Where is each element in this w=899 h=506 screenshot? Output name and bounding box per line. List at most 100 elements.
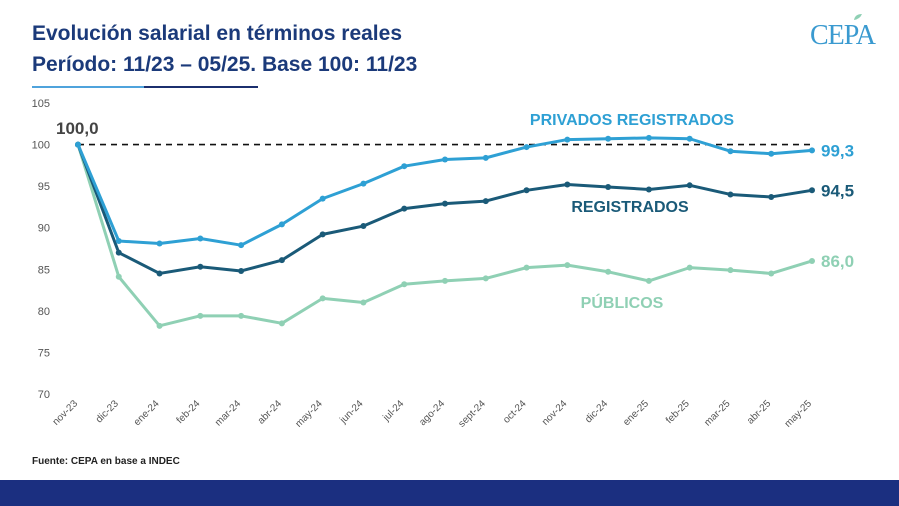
series-group	[75, 134, 815, 329]
x-tick-label: dic-23	[94, 398, 121, 425]
data-point	[442, 200, 448, 207]
chart-subtitle: Período: 11/23 – 05/25. Base 100: 11/23	[32, 53, 418, 76]
data-point	[564, 181, 571, 188]
y-tick-label: 100	[32, 140, 50, 152]
x-tick-label: abr-25	[745, 398, 774, 427]
data-point	[482, 275, 489, 282]
data-point	[645, 186, 652, 193]
data-point	[482, 154, 489, 161]
data-point	[686, 264, 693, 271]
data-point	[809, 187, 815, 194]
data-point	[645, 277, 652, 284]
footer-bar	[0, 480, 899, 506]
data-point	[156, 240, 163, 247]
x-axis: nov-23 dic-23 ene-24 feb-24 mar-24 abr-24 may-…	[51, 398, 815, 430]
data-point	[727, 267, 734, 274]
x-tick-label: ago-24	[417, 398, 447, 428]
data-point	[156, 270, 163, 277]
data-point	[360, 180, 367, 187]
data-point	[319, 295, 326, 302]
x-tick-label: feb-24	[175, 398, 203, 426]
source-note: Fuente: CEPA en base a INDEC	[32, 456, 180, 467]
data-point	[278, 257, 285, 264]
end-value-label: 99,3	[821, 141, 854, 160]
data-point	[482, 198, 489, 205]
end-value-label: 94,5	[821, 181, 854, 200]
data-point	[319, 231, 326, 238]
data-point	[401, 281, 408, 288]
data-point	[564, 136, 571, 143]
series-line	[76, 136, 814, 247]
y-tick-label: 75	[38, 347, 50, 359]
series-line	[76, 143, 814, 275]
data-point	[605, 268, 612, 275]
data-point	[156, 322, 163, 329]
data-point	[768, 150, 775, 157]
series-name-label: PRIVADOS REGISTRADOS	[530, 112, 735, 129]
y-tick-label: 90	[38, 223, 50, 235]
data-point	[605, 183, 612, 190]
title-underline-light	[32, 86, 144, 88]
x-tick-label: may-24	[293, 398, 325, 430]
base-value-label: 100,0	[56, 119, 99, 138]
data-point	[319, 195, 326, 202]
line-chart: 70 75 80 85 90 95 100 105 nov-23 dic-23 ene-24 feb…	[32, 98, 854, 430]
logo-leaf-icon	[854, 14, 862, 20]
annotation-group: 100,0 PRIVADOS REGISTRADOS 99,3 REGISTRADOS…	[56, 112, 854, 312]
data-point	[605, 135, 612, 142]
data-point	[360, 299, 367, 306]
x-tick-label: feb-25	[664, 398, 692, 426]
series-name-label: PÚBLICOS	[581, 293, 664, 312]
x-tick-label: oct-24	[501, 398, 529, 426]
x-tick-label: nov-23	[51, 398, 81, 428]
data-point	[564, 262, 571, 269]
data-point	[278, 320, 285, 327]
data-point	[238, 242, 245, 249]
data-point	[401, 163, 408, 170]
y-axis: 70 75 80 85 90 95 100 105	[32, 98, 50, 401]
chart-title: Evolución salarial en términos reales	[32, 22, 402, 45]
data-point	[197, 312, 204, 319]
data-point	[727, 148, 734, 155]
data-point	[645, 134, 652, 141]
y-tick-label: 80	[38, 306, 50, 318]
data-point	[686, 135, 693, 142]
data-point	[523, 264, 530, 271]
data-point	[809, 257, 815, 264]
x-tick-label: sept-24	[457, 398, 489, 430]
data-point	[115, 238, 122, 245]
data-point	[768, 193, 775, 200]
y-tick-label: 70	[38, 389, 50, 401]
end-value-label: 86,0	[821, 252, 854, 271]
data-point	[278, 221, 285, 228]
x-tick-label: abr-24	[256, 398, 285, 427]
series-name-label: REGISTRADOS	[571, 199, 689, 216]
data-point	[75, 141, 81, 148]
data-point	[523, 144, 530, 151]
series-line	[76, 143, 814, 328]
data-point	[401, 205, 408, 212]
x-tick-label: ene-24	[132, 398, 162, 428]
data-point	[809, 147, 815, 154]
data-point	[115, 273, 122, 280]
x-tick-label: jul-24	[381, 398, 407, 424]
x-tick-label: mar-24	[213, 398, 243, 428]
cepa-logo: CEPA	[810, 20, 876, 51]
title-underline-dark	[144, 86, 258, 88]
y-tick-label: 105	[32, 98, 50, 110]
x-tick-label: nov-24	[540, 398, 570, 428]
data-point	[238, 312, 245, 319]
data-point	[442, 277, 448, 284]
data-point	[197, 235, 204, 242]
data-point	[727, 191, 734, 198]
x-tick-label: ene-25	[621, 398, 651, 428]
x-tick-label: may-25	[783, 398, 815, 430]
data-point	[197, 263, 204, 270]
data-point	[768, 270, 775, 277]
data-point	[360, 223, 367, 230]
data-point	[686, 182, 693, 189]
x-tick-label: jun-24	[337, 398, 365, 426]
data-point	[442, 156, 448, 163]
x-tick-label: mar-25	[702, 398, 732, 428]
y-tick-label: 85	[38, 264, 50, 276]
